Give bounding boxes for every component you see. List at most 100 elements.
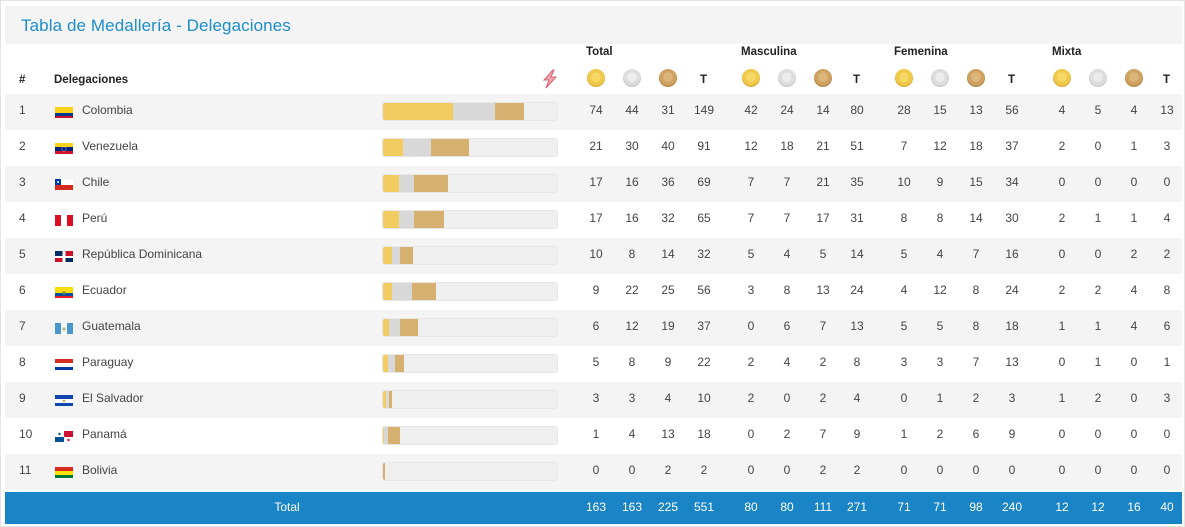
men-sum-cell: 14 [850,247,864,261]
bronze-medal-icon[interactable] [814,69,832,87]
country-name[interactable]: El Salvador [82,391,144,405]
total-silver-cell: 16 [625,211,639,225]
total-column-header[interactable]: T [1008,74,1016,86]
mixed-bronze-cell: 0 [1130,175,1138,189]
table-row[interactable]: 9 El Salvador 3 3 4 10 2 0 2 4 0 1 2 3 1 2 0 3 [5,382,1182,418]
country-name[interactable]: Bolivia [82,463,118,477]
total-column-header[interactable]: T [700,74,708,86]
gold-medal-icon[interactable] [587,69,605,87]
country-name[interactable]: Perú [82,211,108,225]
gold-segment [383,247,393,264]
medal-bar [382,246,558,265]
footer-total-bronze: 225 [657,500,679,514]
gold-medal-icon[interactable] [895,69,913,87]
total-bronze-cell: 13 [661,427,675,441]
mixed-bronze-cell: 0 [1130,463,1138,477]
bronze-segment [400,319,418,336]
gold-segment [383,139,403,156]
women-gold-cell: 4 [900,283,908,297]
total-column-header[interactable]: T [853,74,861,86]
country-name[interactable]: Colombia [82,103,133,117]
table-row[interactable]: 4 Perú 17 16 32 65 7 7 17 31 8 8 14 30 2 1 1 4 [5,202,1182,238]
gold-medal-icon[interactable] [742,69,760,87]
mixed-sum-cell: 0 [1163,427,1171,441]
mixed-silver-cell: 1 [1094,355,1102,369]
table-row[interactable]: 6 Ecuador 9 22 25 56 3 8 13 24 4 12 8 24 2 2 4 8 [5,274,1182,310]
silver-segment [399,211,415,228]
table-row[interactable]: 3 Chile 17 16 36 69 7 7 21 35 10 9 15 34 0 0 0 0 [5,166,1182,202]
mixed-sum-cell: 6 [1163,319,1171,333]
total-silver-cell: 12 [625,319,639,333]
delegations-header[interactable]: Delegaciones [54,74,129,86]
country-name[interactable]: Guatemala [82,319,141,333]
women-sum-cell: 30 [1005,211,1019,225]
country-name[interactable]: Paraguay [82,355,134,369]
women-silver-cell: 3 [936,355,944,369]
women-sum-cell: 9 [1008,427,1016,441]
country-name[interactable]: Chile [82,175,110,189]
silver-segment [391,283,413,300]
paraguay-flag-icon [55,358,73,370]
total-bronze-cell: 31 [661,103,675,117]
footer-total-silver: 163 [621,500,643,514]
total-bronze-cell: 4 [664,391,672,405]
bronze-medal-icon[interactable] [659,69,677,87]
country-name[interactable]: Panamá [82,427,127,441]
mixed-bronze-cell: 0 [1130,355,1138,369]
women-sum-cell: 3 [1008,391,1016,405]
table-row[interactable]: 2 Venezuela 21 30 40 91 12 18 21 51 7 12 18 37 2 0 1 3 [5,130,1182,166]
women-bronze-cell: 15 [969,175,983,189]
women-gold-cell: 8 [900,211,908,225]
men-silver-cell: 6 [783,319,791,333]
total-bronze-cell: 36 [661,175,675,189]
women-gold-cell: 3 [900,355,908,369]
women-sum-cell: 56 [1005,103,1019,117]
medal-bar [382,138,558,157]
total-sum-cell: 2 [700,463,708,477]
total-bronze-cell: 2 [664,463,672,477]
country-name[interactable]: Ecuador [82,283,127,297]
total-column-header[interactable]: T [1163,74,1171,86]
gold-segment [383,103,453,120]
mixed-sum-cell: 0 [1163,175,1171,189]
table-row[interactable]: 5 República Dominicana 10 8 14 32 5 4 5 14 5 4 7 16 0… [5,238,1182,274]
table-row[interactable]: 10 Panamá 1 4 13 18 0 2 7 9 1 2 6 9 0 0 0 0 [5,418,1182,454]
table-row[interactable]: 11 Bolivia 0 0 2 2 0 0 2 2 0 0 0 0 0 0 0 0 [5,454,1182,490]
total-gold-cell: 9 [592,283,600,297]
mixed-sum-cell: 2 [1163,247,1171,261]
silver-segment [383,427,388,444]
rank-cell: 9 [19,391,26,405]
bronze-medal-icon[interactable] [1125,69,1143,87]
rank-cell: 2 [19,139,26,153]
mixed-bronze-cell: 0 [1130,427,1138,441]
total-sum-cell: 37 [697,319,711,333]
silver-medal-icon[interactable] [931,69,949,87]
table-row[interactable]: 8 Paraguay 5 8 9 22 2 4 2 8 3 3 7 13 0 1 0 1 [5,346,1182,382]
table-row[interactable]: 1 Colombia 74 44 31 149 42 24 14 80 28 15 13 56 4 5 4 13 [5,94,1182,130]
medal-bar [382,318,558,337]
silver-medal-icon[interactable] [1089,69,1107,87]
silver-medal-icon[interactable] [623,69,641,87]
men-bronze-cell: 7 [819,319,827,333]
country-name[interactable]: Venezuela [82,139,139,153]
bronze-medal-icon[interactable] [967,69,985,87]
total-sum-cell: 22 [697,355,711,369]
silver-medal-icon[interactable] [778,69,796,87]
men-bronze-cell: 2 [819,391,827,405]
table-row[interactable]: 7 Guatemala 6 12 19 37 0 6 7 13 5 5 8 18 1 1 4 6 [5,310,1182,346]
mixed-gold-cell: 0 [1058,247,1066,261]
silver-segment [385,391,389,408]
silver-segment [402,139,432,156]
mixed-bronze-cell: 4 [1130,103,1138,117]
bronze-segment [400,247,414,264]
footer-mixed-bronze: 16 [1127,500,1141,514]
medal-bar [382,426,558,445]
men-silver-cell: 8 [783,283,791,297]
group-header-women: Femenina [894,46,948,58]
country-name[interactable]: República Dominicana [82,247,203,261]
bolt-logo-icon[interactable] [541,69,559,89]
mixed-bronze-cell: 4 [1130,283,1138,297]
gold-medal-icon[interactable] [1053,69,1071,87]
women-sum-cell: 37 [1005,139,1019,153]
